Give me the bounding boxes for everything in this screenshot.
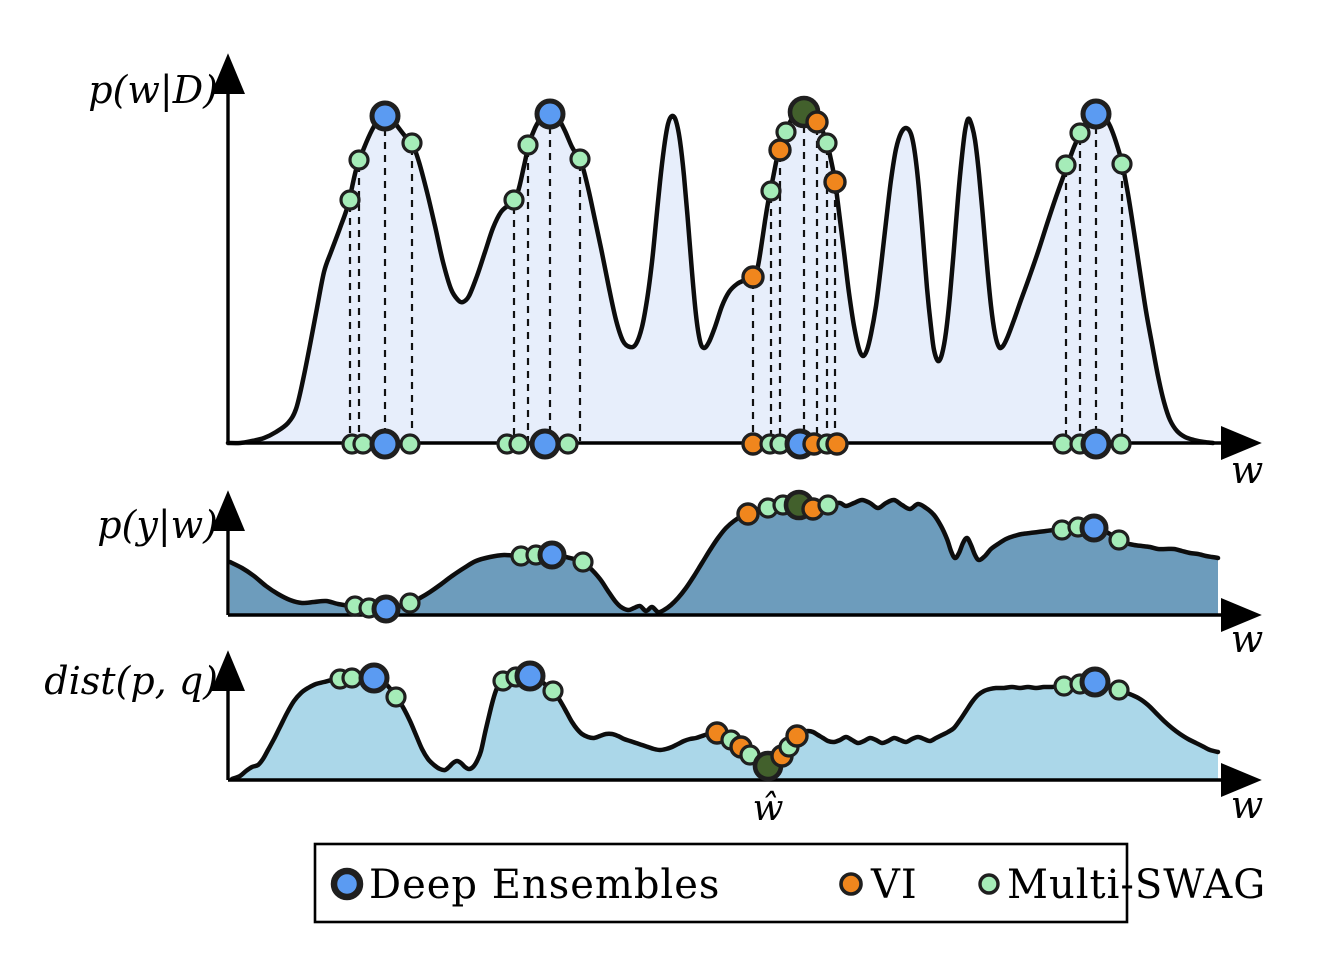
deep-ensembles-point xyxy=(371,594,401,624)
legend: Deep Ensembles VI Multi-SWAG xyxy=(313,842,1266,924)
multiswag-point xyxy=(1052,433,1074,455)
deep-ensembles-point xyxy=(369,100,401,132)
likelihood-ylabel: p(y|w) xyxy=(97,503,218,547)
deep-ensembles-point xyxy=(1079,666,1111,698)
multiswag-point xyxy=(399,592,421,614)
multiswag-point xyxy=(503,189,525,211)
multiswag-point xyxy=(348,149,370,171)
multiswag-point xyxy=(569,148,591,170)
posterior-points xyxy=(339,95,1133,460)
multiswag-point xyxy=(1108,679,1130,701)
multiswag-point xyxy=(339,189,361,211)
deep-ensembles-point xyxy=(358,662,390,694)
deep-ensembles-point xyxy=(1079,513,1109,543)
deep-ensembles-point xyxy=(1080,98,1112,130)
deep-ensembles-point xyxy=(529,428,561,460)
multiswag-point xyxy=(508,433,530,455)
vi-point xyxy=(825,432,849,456)
legend-item-deep-ensembles: Deep Ensembles xyxy=(330,862,720,908)
legend-box xyxy=(313,842,1129,924)
deep-ensembles-point xyxy=(514,660,546,692)
likelihood-xlabel: w xyxy=(1231,617,1264,661)
deep-ensembles-legend-label: Deep Ensembles xyxy=(369,862,720,908)
likelihood-panel: p(y|w) w xyxy=(97,489,1264,661)
vi-legend-icon xyxy=(839,872,863,896)
multiswag-legend-icon xyxy=(978,873,1000,895)
vi-point xyxy=(736,502,760,526)
legend-item-multiswag: Multi-SWAG xyxy=(978,862,1266,908)
posterior-dashed-lines xyxy=(348,126,1124,441)
posterior-panel: p(w|D) w xyxy=(88,53,1264,492)
multiswag-point xyxy=(517,134,539,156)
distance-panel: dist(p, q) w ŵ xyxy=(44,650,1264,829)
distance-ylabel: dist(p, q) xyxy=(44,659,218,703)
deep-ensembles-point xyxy=(537,540,567,570)
vi-point xyxy=(823,170,847,194)
deep-ensembles-point xyxy=(1080,428,1112,460)
vi-point xyxy=(785,724,809,748)
posterior-ylabel: p(w|D) xyxy=(88,68,218,112)
vi-point xyxy=(768,138,792,162)
vi-legend-label: VI xyxy=(870,862,918,908)
multiswag-legend-label: Multi-SWAG xyxy=(1007,862,1266,908)
multiswag-point xyxy=(1110,433,1132,455)
likelihood-points xyxy=(344,489,1130,624)
multiswag-point xyxy=(817,494,839,516)
multiswag-point xyxy=(341,667,363,689)
distance-points xyxy=(329,660,1130,782)
multiswag-point xyxy=(816,132,838,154)
multiswag-point xyxy=(401,132,423,154)
likelihood-area xyxy=(230,499,1218,614)
distance-xlabel: w xyxy=(1231,783,1264,827)
deep-ensembles-point xyxy=(534,98,566,130)
multiswag-point xyxy=(572,551,594,573)
multiswag-point xyxy=(1111,153,1133,175)
multiswag-point xyxy=(399,433,421,455)
posterior-xlabel: w xyxy=(1231,448,1264,492)
posterior-area xyxy=(228,110,1213,444)
multiswag-point xyxy=(542,680,564,702)
multiswag-point xyxy=(1108,529,1130,551)
multiswag-point xyxy=(760,180,782,202)
deep-ensembles-point xyxy=(369,428,401,460)
multiswag-point xyxy=(352,433,374,455)
vi-point xyxy=(741,265,765,289)
distance-area xyxy=(232,676,1218,780)
deep-ensembles-legend-icon xyxy=(330,867,364,901)
distance-curve xyxy=(229,673,1221,782)
multiswag-point xyxy=(385,686,407,708)
multiswag-point xyxy=(775,121,797,143)
map-annotation: ŵ xyxy=(753,788,784,829)
legend-item-vi: VI xyxy=(839,862,918,908)
multiswag-point xyxy=(1069,122,1091,144)
vi-point xyxy=(805,110,829,134)
multiswag-point xyxy=(1055,154,1077,176)
multiswag-point xyxy=(557,433,579,455)
